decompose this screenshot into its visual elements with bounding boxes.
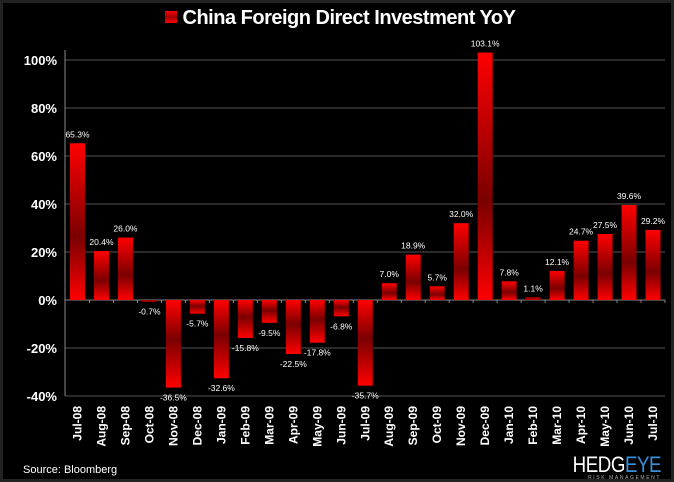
y-tick-label: -40% — [27, 389, 58, 404]
bar — [429, 286, 445, 300]
x-tick-label: Feb-10 — [526, 406, 540, 445]
data-label: -35.7% — [352, 391, 379, 401]
bar — [405, 254, 421, 300]
x-tick-label: Jan-10 — [502, 406, 516, 444]
data-label: 5.7% — [428, 272, 448, 282]
bar — [333, 300, 349, 317]
x-tick-label: Feb-09 — [238, 406, 252, 445]
data-label: 18.9% — [401, 241, 426, 251]
bar — [477, 52, 493, 301]
data-label: -5.7% — [186, 319, 209, 329]
legend-swatch — [164, 11, 177, 23]
x-tick-label: Sep-09 — [406, 406, 420, 446]
data-label: 27.5% — [593, 220, 618, 230]
data-label: 39.6% — [617, 191, 642, 201]
data-label: 20.4% — [89, 237, 114, 247]
x-tick-label: Aug-08 — [94, 406, 108, 447]
x-tick-label: May-09 — [310, 406, 324, 447]
bar — [261, 300, 277, 323]
bar — [381, 283, 397, 300]
x-tick-label: Dec-09 — [478, 406, 492, 446]
bar — [189, 300, 205, 314]
bar — [357, 300, 373, 386]
x-tick-label: Nov-08 — [166, 406, 180, 446]
y-tick-label: -20% — [27, 341, 58, 356]
data-label: -0.7% — [138, 307, 161, 317]
x-tick-label: Jul-10 — [646, 406, 660, 441]
bar — [117, 237, 133, 300]
logo-text-1: HEDG — [572, 452, 626, 477]
data-label: 12.1% — [545, 257, 570, 267]
bar — [621, 204, 637, 300]
data-label: 103.1% — [471, 39, 500, 49]
x-tick-label: Mar-10 — [550, 406, 564, 445]
data-label: 29.2% — [641, 216, 666, 226]
bar — [501, 281, 517, 300]
bar — [213, 300, 229, 379]
data-label: -32.6% — [208, 383, 235, 393]
x-tick-label: Apr-09 — [286, 406, 300, 444]
bar — [165, 300, 181, 388]
x-tick-label: Oct-09 — [430, 406, 444, 444]
bar — [93, 251, 109, 300]
data-label: 32.0% — [449, 209, 474, 219]
x-tick-label: Jun-09 — [334, 406, 348, 445]
bar — [141, 300, 157, 302]
data-label: -15.8% — [232, 343, 259, 353]
chart-legend: China Foreign Direct Investment YoY — [3, 7, 671, 30]
hedgeye-logo: HEDGEYE RISK MANAGEMENT — [557, 452, 662, 481]
data-label: 26.0% — [113, 224, 138, 234]
x-tick-label: Mar-09 — [262, 406, 276, 445]
x-tick-label: Jan-09 — [214, 406, 228, 444]
data-label: 7.0% — [380, 269, 400, 279]
y-tick-label: 60% — [31, 149, 57, 164]
bar — [453, 223, 469, 300]
x-tick-label: Jun-10 — [622, 406, 636, 445]
bar — [70, 143, 85, 300]
y-tick-label: 0% — [38, 293, 57, 308]
bar — [645, 229, 661, 300]
bar — [597, 234, 613, 300]
x-tick-label: Oct-08 — [142, 406, 156, 444]
x-tick-label: Dec-08 — [190, 406, 204, 446]
data-label: -17.8% — [304, 348, 331, 358]
bar — [573, 240, 589, 300]
logo-subtitle: RISK MANAGEMENT — [588, 475, 661, 481]
data-label: 1.1% — [523, 283, 543, 293]
bar — [525, 297, 541, 300]
logo-text-2: EYE — [624, 452, 662, 477]
y-tick-label: 40% — [31, 197, 57, 212]
x-tick-label: Sep-08 — [118, 406, 132, 446]
bar — [237, 300, 253, 338]
bar-chart: -40% -20% 0% 20% 40% 60% 80% 100% 65.3% Jul-08 20.… — [24, 39, 666, 447]
data-label: 24.7% — [569, 227, 594, 237]
data-label: 7.8% — [499, 267, 519, 277]
bar — [285, 300, 301, 354]
chart-title: China Foreign Direct Investment YoY — [182, 7, 516, 29]
bar — [309, 300, 325, 343]
source-note: Source: Bloomberg — [23, 464, 118, 476]
data-label: -22.5% — [280, 359, 307, 369]
data-label: 65.3% — [65, 129, 90, 139]
y-tick-label: 80% — [31, 101, 57, 116]
y-tick-label: 100% — [24, 53, 58, 68]
data-label: -9.5% — [258, 328, 281, 338]
data-label: -6.8% — [330, 321, 353, 331]
x-tick-label: Apr-10 — [574, 406, 588, 444]
x-tick-label: Jul-08 — [71, 406, 85, 441]
x-tick-label: Nov-09 — [454, 406, 468, 446]
data-label: -36.5% — [160, 393, 187, 403]
x-tick-label: May-10 — [598, 406, 612, 447]
bar — [549, 270, 565, 300]
x-tick-label: Jul-09 — [358, 406, 372, 441]
y-tick-label: 20% — [31, 245, 57, 260]
x-tick-label: Aug-09 — [382, 406, 396, 447]
